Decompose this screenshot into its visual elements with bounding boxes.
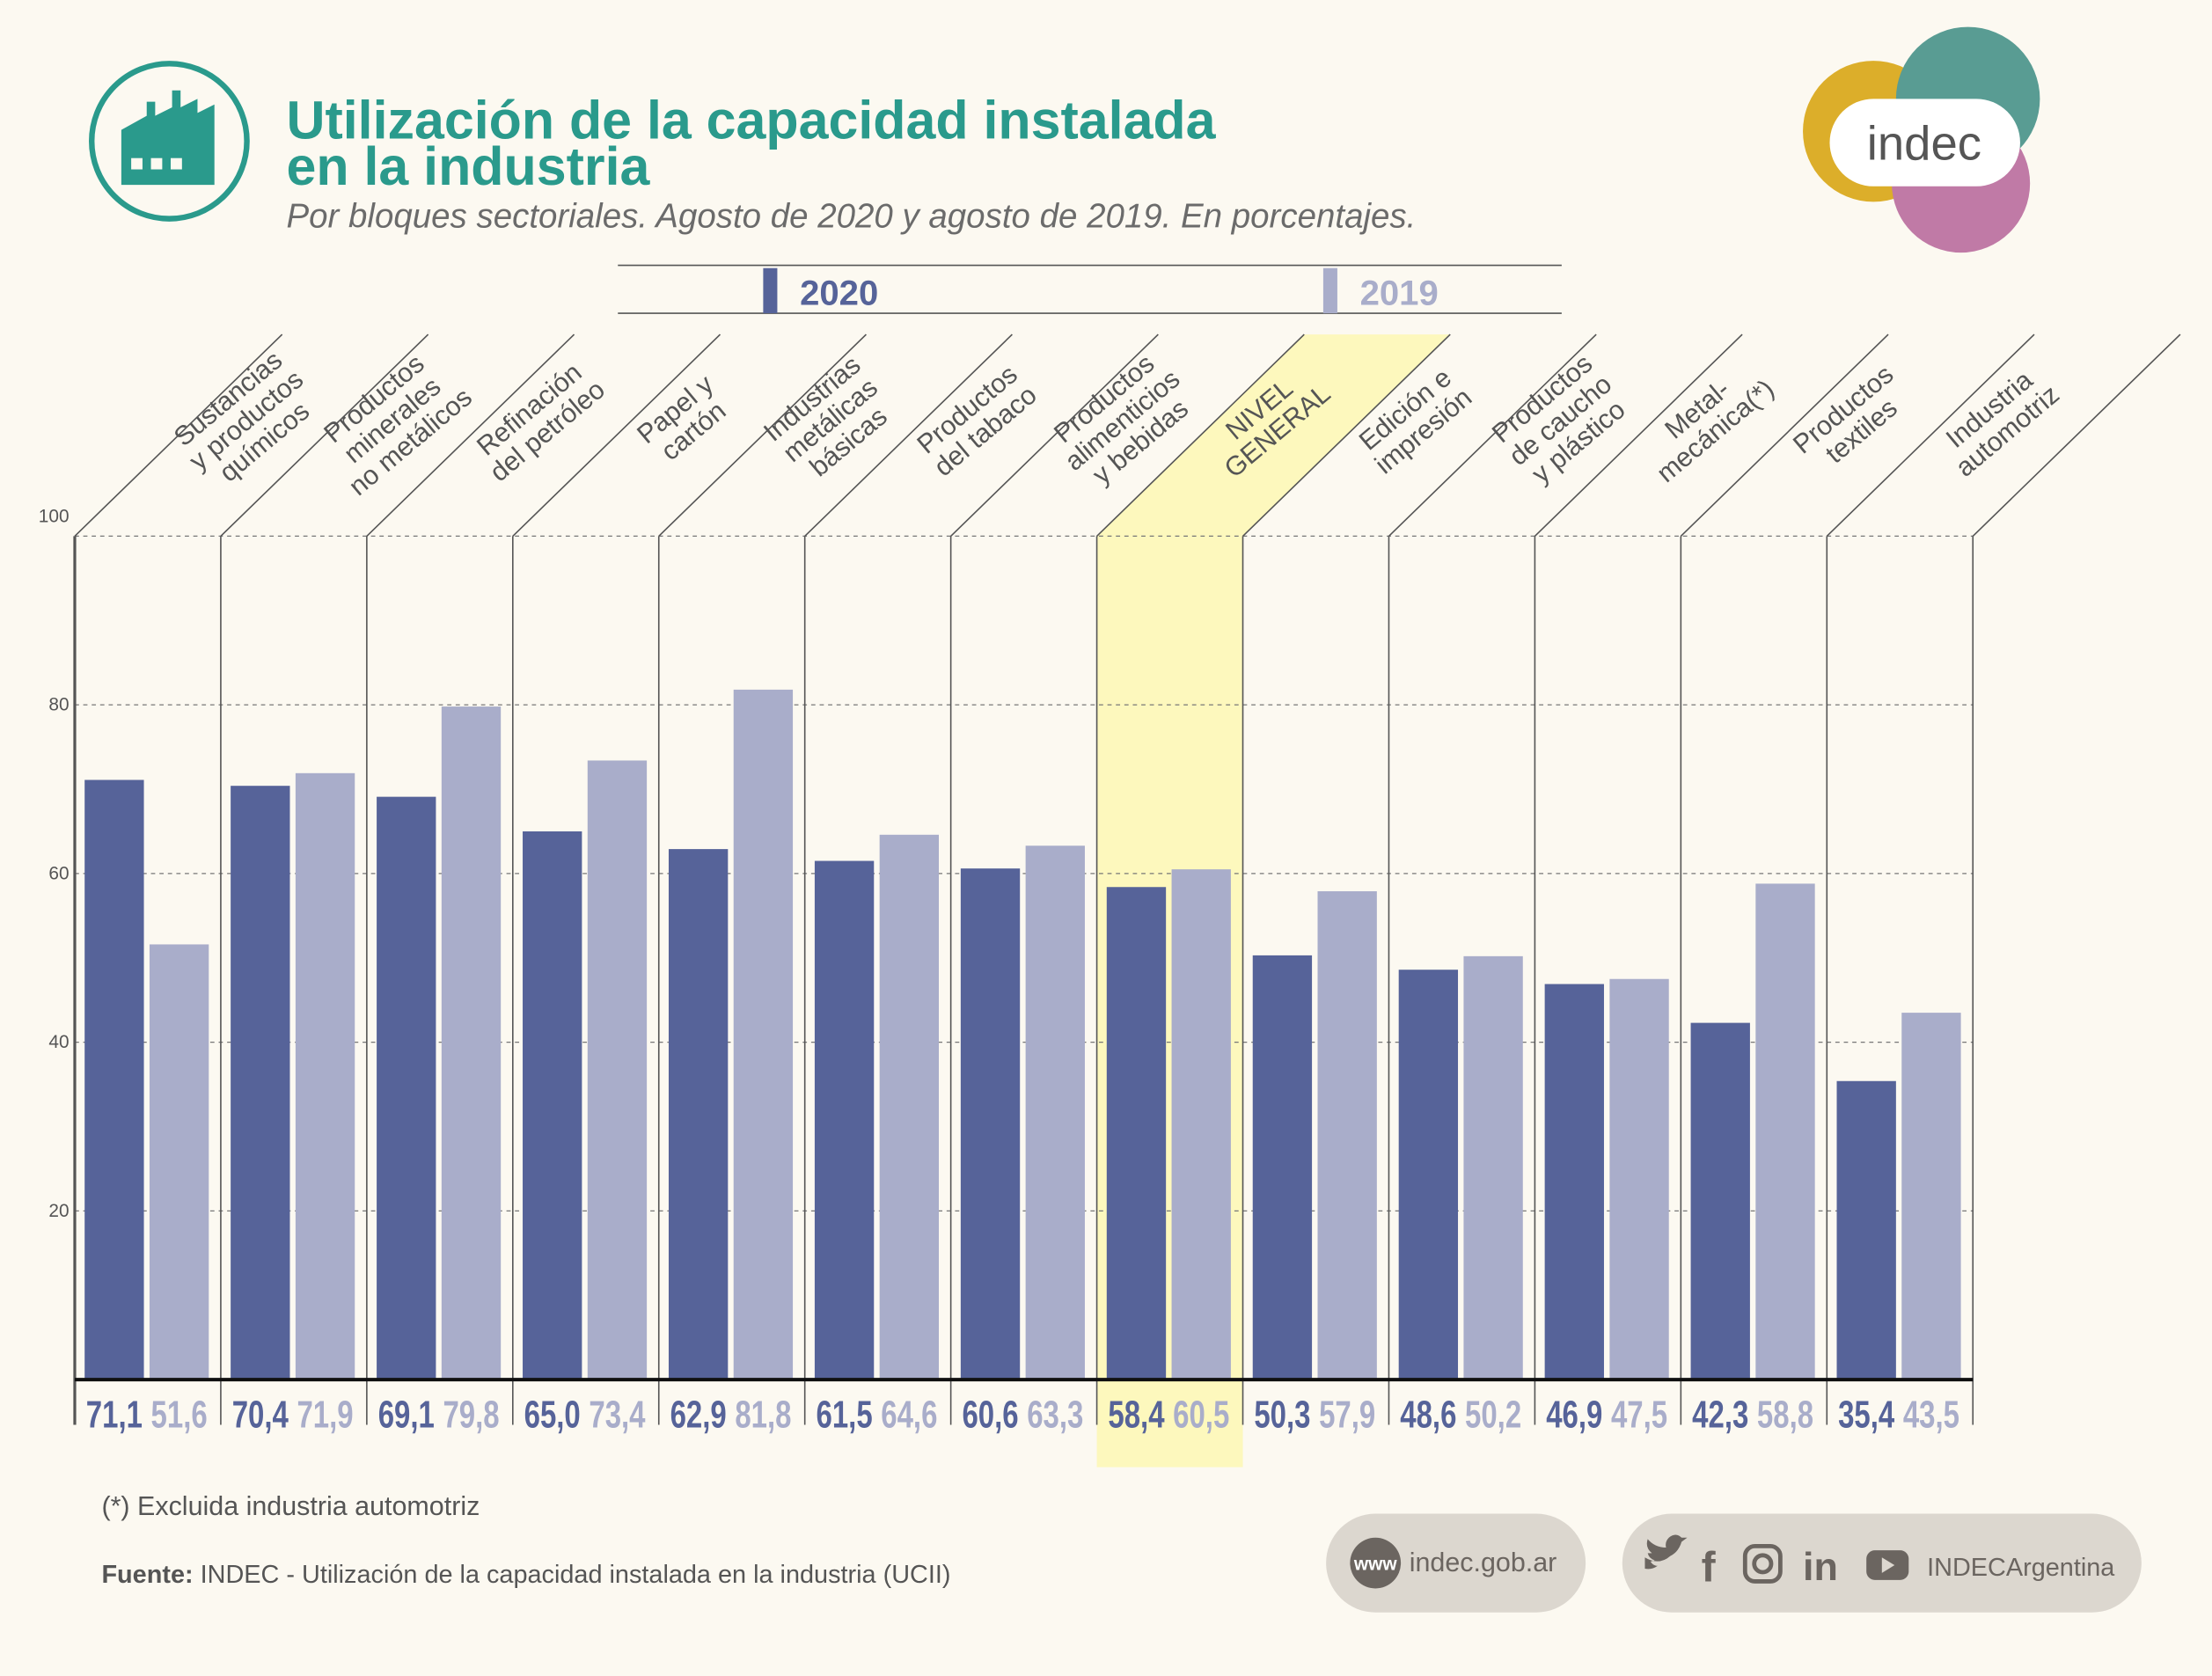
bar xyxy=(1544,984,1604,1380)
divider-slant xyxy=(1826,333,2035,537)
divider-slant xyxy=(1534,333,1743,537)
source-text: INDEC - Utilización de la capacidad inst… xyxy=(201,1561,951,1589)
bar xyxy=(1690,1022,1750,1380)
grid-layer: 20 40 60 80 100 xyxy=(39,333,2181,1425)
bar xyxy=(377,796,436,1380)
factory-icon xyxy=(89,61,250,222)
chart-title: Utilización de la capacidad instalada xyxy=(286,90,1216,150)
divider-slant xyxy=(950,333,1159,537)
legend-swatch xyxy=(1322,267,1337,314)
bar xyxy=(1252,955,1313,1380)
bar xyxy=(668,849,729,1380)
social-pill[interactable]: f in INDECArgentina xyxy=(1622,1513,2142,1613)
divider-slant xyxy=(366,333,575,537)
logo: indec xyxy=(1803,26,2040,253)
value-label: 50,2 xyxy=(1465,1394,1521,1437)
y-tick-label: 40 xyxy=(48,1032,69,1052)
value-label: 57,9 xyxy=(1319,1394,1375,1437)
bar xyxy=(523,831,582,1380)
bar xyxy=(84,779,144,1380)
divider-slant xyxy=(1388,333,1597,537)
value-label: 58,4 xyxy=(1108,1394,1164,1437)
legend: 2020 2019 xyxy=(618,264,1562,314)
value-label: 61,5 xyxy=(817,1394,873,1437)
legend-label: 2019 xyxy=(1360,274,1439,312)
value-label: 63,3 xyxy=(1027,1394,1083,1437)
value-label: 50,3 xyxy=(1254,1394,1310,1437)
bar xyxy=(1901,1013,1961,1380)
source: Fuente: INDEC - Utilización de la capaci… xyxy=(101,1561,950,1589)
divider-slant xyxy=(658,333,867,537)
bar xyxy=(231,786,290,1380)
value-label: 47,5 xyxy=(1611,1394,1667,1437)
value-label: 65,0 xyxy=(524,1394,581,1437)
value-label: 60,5 xyxy=(1173,1394,1229,1437)
value-label: 35,4 xyxy=(1838,1394,1894,1437)
value-label: 46,9 xyxy=(1546,1394,1602,1437)
value-label: 60,6 xyxy=(962,1394,1018,1437)
chart-subtitle: Por bloques sectoriales. Agosto de 2020 … xyxy=(286,197,1416,235)
value-label: 81,8 xyxy=(735,1394,791,1437)
source-label: Fuente: xyxy=(101,1561,193,1589)
y-tick-label: 100 xyxy=(39,506,70,526)
bar xyxy=(1171,869,1231,1380)
value-label: 71,1 xyxy=(86,1394,143,1437)
divider-slant xyxy=(1680,333,1889,537)
y-tick-label: 20 xyxy=(48,1201,69,1221)
value-label: 48,6 xyxy=(1400,1394,1456,1437)
divider-slant xyxy=(1972,333,2181,537)
bar xyxy=(587,760,648,1380)
y-tick-label: 80 xyxy=(48,695,69,715)
bar xyxy=(441,706,502,1380)
divider-slant xyxy=(220,333,429,537)
logo-text: indec xyxy=(1867,116,1981,170)
divider-slant xyxy=(1242,333,1451,537)
website[interactable]: indec.gob.ar xyxy=(1410,1548,1557,1577)
footnote: (*) Excluida industria automotriz xyxy=(101,1491,480,1521)
bar xyxy=(879,834,940,1380)
value-label: 58,8 xyxy=(1757,1394,1813,1437)
value-label: 51,6 xyxy=(151,1394,208,1437)
linkedin-icon[interactable]: in xyxy=(1803,1544,1838,1589)
bar xyxy=(1317,891,1377,1380)
www-icon: www xyxy=(1353,1555,1397,1575)
bar xyxy=(1106,887,1167,1380)
bar xyxy=(149,944,209,1380)
value-label: 62,9 xyxy=(670,1394,727,1437)
bar xyxy=(814,860,875,1380)
legend-swatch xyxy=(763,267,778,314)
value-label: 73,4 xyxy=(589,1394,645,1437)
website-pill[interactable]: www indec.gob.ar xyxy=(1326,1513,1586,1613)
value-label: 64,6 xyxy=(881,1394,937,1437)
bar xyxy=(733,689,794,1380)
social-handle[interactable]: INDECArgentina xyxy=(1927,1554,2115,1582)
divider-slant xyxy=(512,333,721,537)
bar xyxy=(1398,970,1459,1380)
value-label: 70,4 xyxy=(232,1394,289,1437)
facebook-icon[interactable]: f xyxy=(1702,1543,1717,1591)
divider-slant xyxy=(1096,333,1305,537)
bar xyxy=(295,772,355,1380)
value-label: 69,1 xyxy=(378,1394,435,1437)
bar xyxy=(960,868,1021,1380)
bar xyxy=(1025,845,1085,1380)
value-label: 42,3 xyxy=(1692,1394,1748,1437)
divider-slant xyxy=(74,333,283,537)
chart-title: en la industria xyxy=(286,136,650,196)
divider-slant xyxy=(804,333,1013,537)
bar xyxy=(1463,955,1523,1380)
bar xyxy=(1609,978,1669,1380)
value-label: 79,8 xyxy=(443,1394,499,1437)
legend-label: 2020 xyxy=(800,274,878,312)
value-label: 43,5 xyxy=(1903,1394,1959,1437)
bar xyxy=(1755,883,1815,1380)
value-label: 71,9 xyxy=(297,1394,353,1437)
bar xyxy=(1836,1080,1896,1380)
y-tick-label: 60 xyxy=(48,863,69,883)
